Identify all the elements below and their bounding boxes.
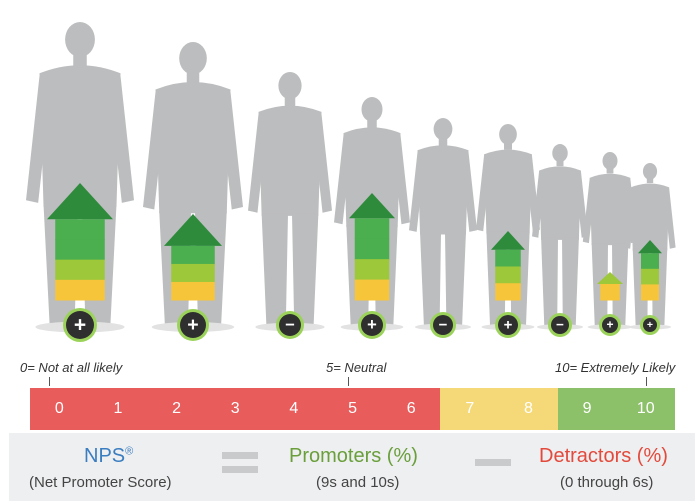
scale-segment-4: 4 — [264, 388, 324, 430]
svg-text:+: + — [504, 317, 513, 334]
detractors-subtitle: (0 through 6s) — [560, 474, 654, 491]
scale-segment-8: 8 — [499, 388, 558, 430]
green-arrow-icon — [638, 240, 662, 301]
scale-tick-5 — [348, 377, 349, 386]
svg-text:+: + — [187, 314, 198, 336]
registered-mark: ® — [125, 445, 134, 458]
scale-segment-3: 3 — [205, 388, 265, 430]
plus-badge-icon: + — [63, 308, 97, 342]
plus-badge-icon: + — [177, 309, 209, 341]
scale-segment-10: 10 — [616, 388, 676, 430]
scale-segment-7: 7 — [440, 388, 500, 430]
nps-title: NPS® — [84, 445, 134, 467]
svg-text:−: − — [439, 317, 448, 334]
person-figure-7 — [532, 144, 588, 330]
svg-text:−: − — [556, 317, 564, 332]
plus-badge-icon: + — [640, 315, 660, 335]
scale-segment-1: 1 — [88, 388, 148, 430]
scale-left-label: 0= Not at all likely — [20, 360, 123, 375]
minus-badge-icon: − — [430, 312, 456, 338]
tall-green-arrow-icon — [349, 193, 395, 301]
scale-segment-9: 9 — [557, 388, 617, 430]
minus-badge-icon: − — [548, 313, 572, 337]
small-arrow-icon — [597, 272, 623, 301]
scale-segment-6: 6 — [381, 388, 441, 430]
svg-text:+: + — [74, 313, 86, 336]
minus-icon — [475, 459, 511, 466]
tall-green-arrow-icon — [47, 183, 113, 301]
equals-icon — [222, 452, 258, 473]
svg-text:−: − — [285, 316, 295, 334]
scale-mid-label: 5= Neutral — [326, 360, 387, 375]
detractors-title: Detractors (%) — [539, 445, 668, 467]
scale-segment-2: 2 — [147, 388, 206, 430]
svg-text:+: + — [367, 316, 377, 334]
plus-badge-icon: + — [495, 312, 521, 338]
svg-text:+: + — [647, 319, 653, 331]
minus-badge-icon: − — [276, 311, 304, 339]
person-figure-5 — [409, 118, 477, 331]
people-illustration: + + − + − + − + + — [26, 22, 676, 342]
svg-text:+: + — [606, 318, 613, 332]
green-arrow-icon — [491, 231, 525, 301]
plus-badge-icon: + — [358, 311, 386, 339]
scale-segment-0: 0 — [30, 388, 89, 430]
scale-right-label: 10= Extremely Likely — [555, 360, 676, 375]
plus-badge-icon: + — [599, 314, 621, 336]
likelihood-scale-bar: 0 1 2 3 4 5 6 7 8 9 10 — [30, 388, 676, 430]
nps-subtitle: (Net Promoter Score) — [29, 474, 172, 491]
promoters-title: Promoters (%) — [289, 445, 418, 467]
scale-tick-0 — [49, 377, 50, 386]
scale-segment-5: 5 — [323, 388, 382, 430]
nps-formula-panel: NPS® (Net Promoter Score) Promoters (%) … — [9, 433, 695, 501]
person-figure-3 — [248, 72, 332, 332]
promoters-subtitle: (9s and 10s) — [316, 474, 400, 491]
green-arrow-icon — [164, 214, 222, 301]
scale-tick-10 — [646, 377, 647, 386]
